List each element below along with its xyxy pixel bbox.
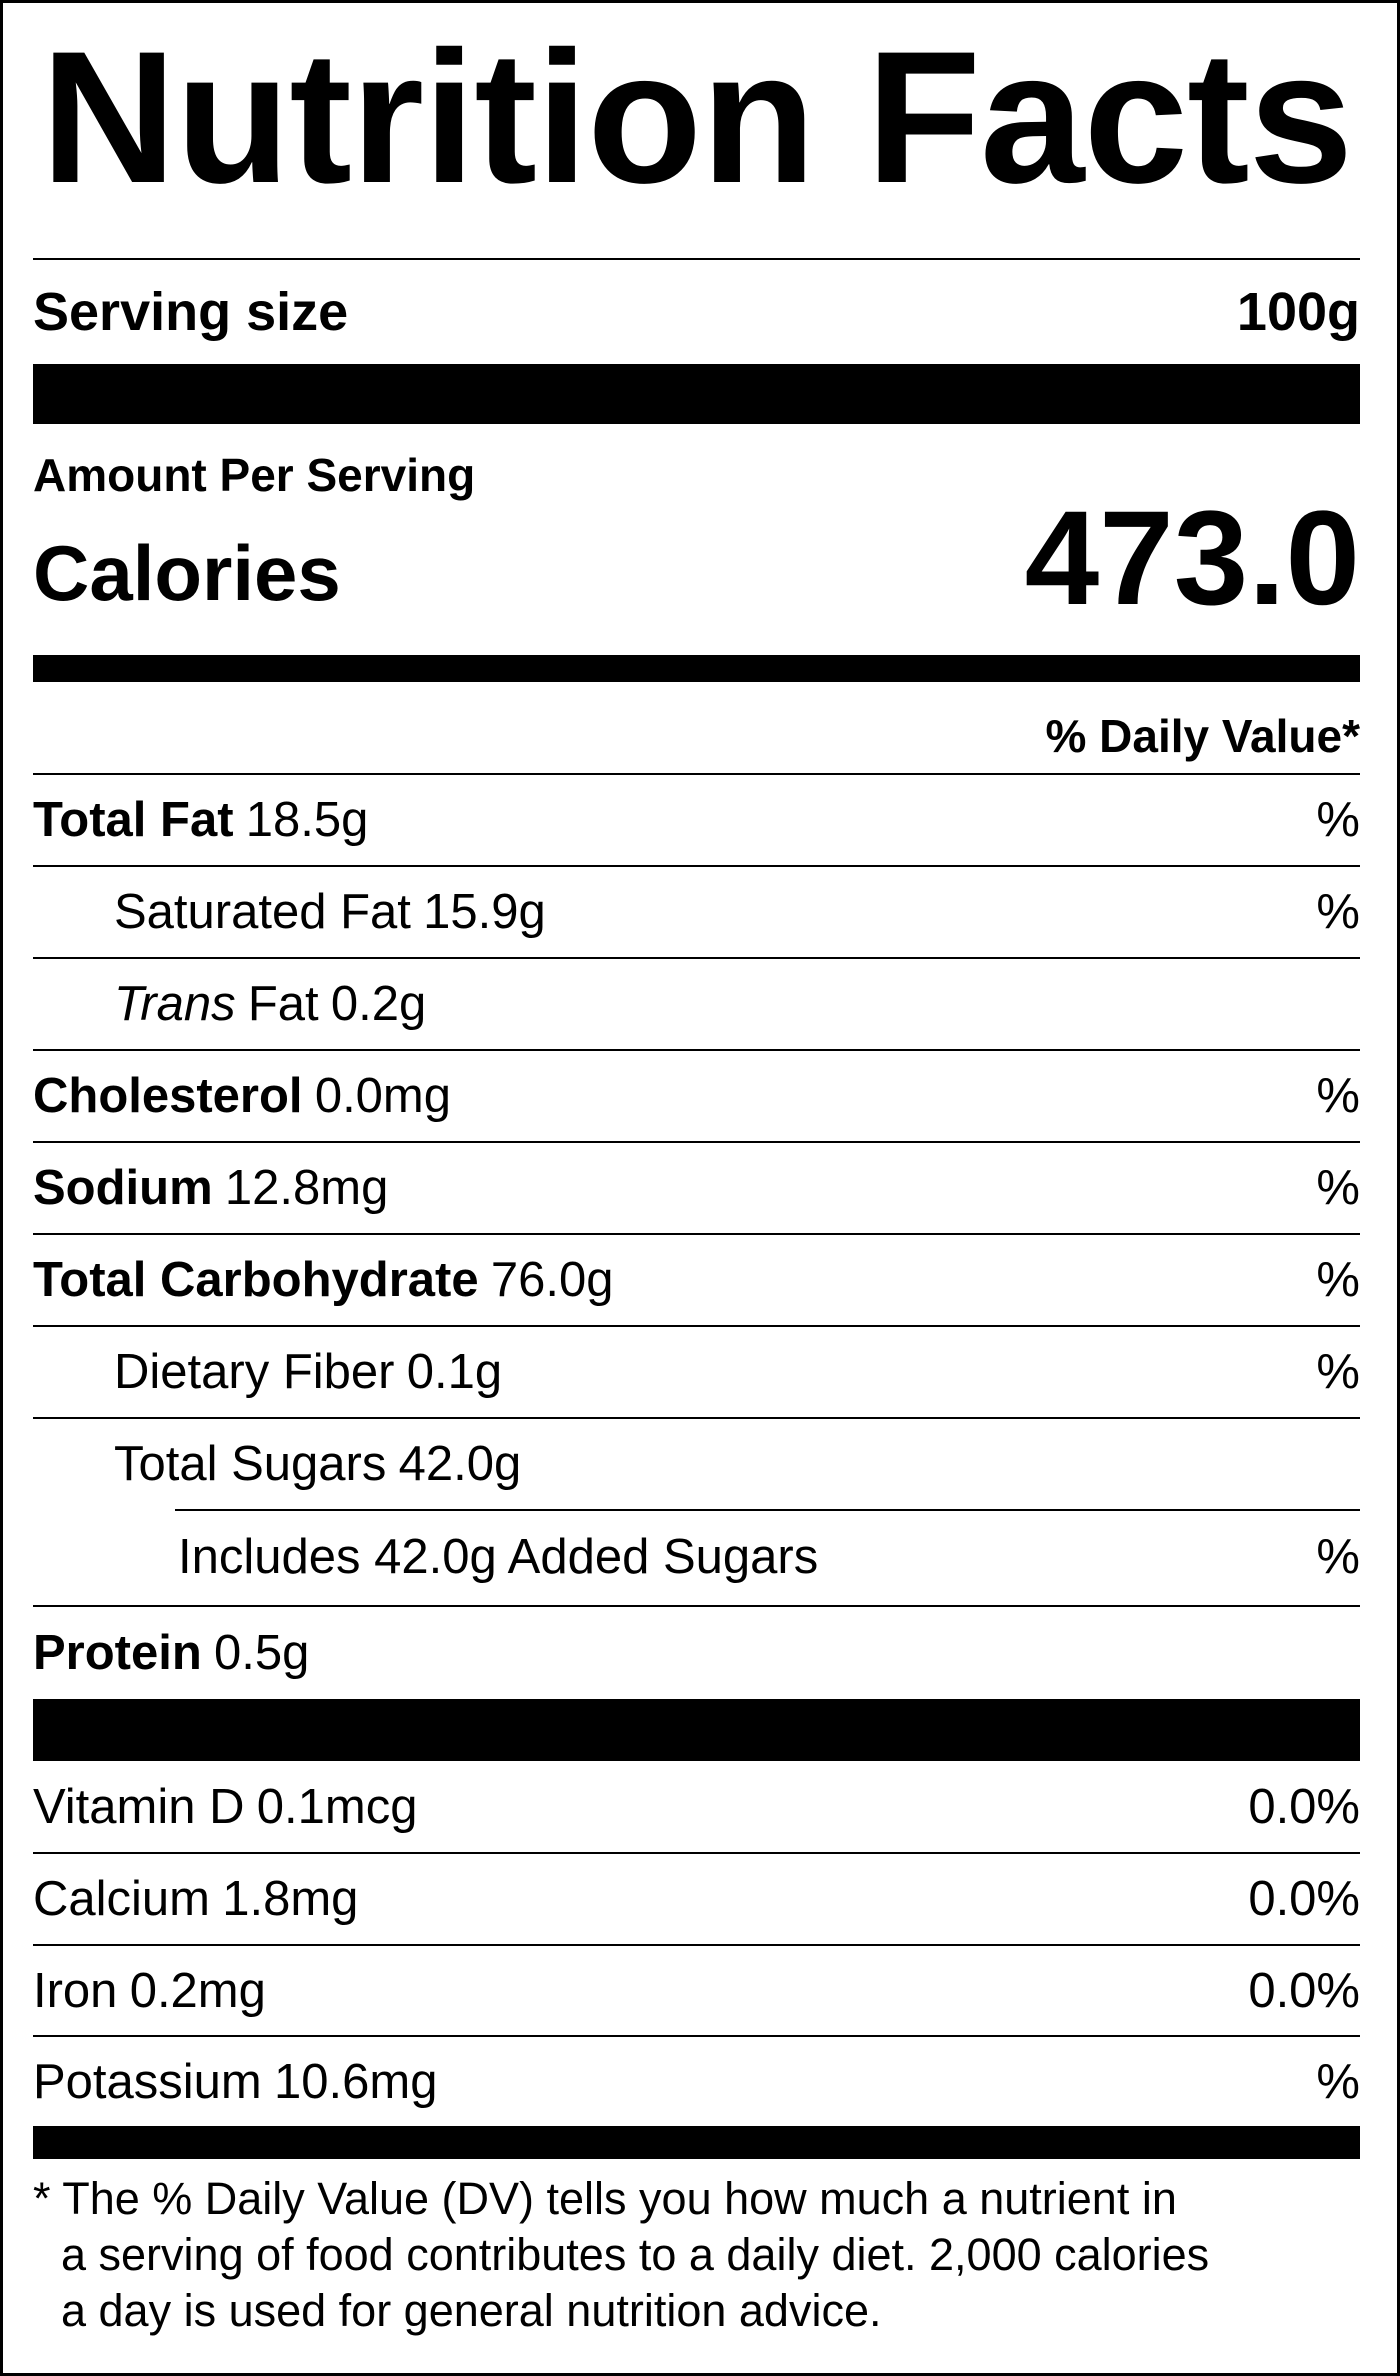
vitamin-dv: 0.0% xyxy=(1248,1872,1360,1926)
calories-label: Calories xyxy=(33,529,341,617)
vitamin-name: Calcium xyxy=(33,1872,210,1926)
nutrient-name-italic: Trans xyxy=(114,977,236,1031)
nutrient-name: Total Fat xyxy=(33,793,234,847)
nutrient-row: Includes 42.0g Added Sugars% xyxy=(33,1509,1360,1605)
footnote-line: a day is used for general nutrition advi… xyxy=(61,2285,882,2336)
nutrient-row: Trans Fat 0.2g xyxy=(33,957,1360,1049)
nutrient-row: Saturated Fat 15.9g% xyxy=(33,865,1360,957)
nutrient-name: Fat xyxy=(247,977,319,1031)
thick-bar xyxy=(33,364,1360,424)
nutrient-row: Dietary Fiber 0.1g% xyxy=(33,1325,1360,1417)
nutrient-name: Dietary Fiber xyxy=(114,1345,395,1399)
nutrient-row: Sodium 12.8mg% xyxy=(33,1141,1360,1233)
nutrient-name: Cholesterol xyxy=(33,1069,303,1123)
vitamin-dv: % xyxy=(1316,2054,1360,2109)
nutrient-name: Sodium xyxy=(33,1161,213,1215)
nutrient-dv: % xyxy=(1316,1253,1360,1307)
nutrient-name: Protein xyxy=(33,1626,202,1680)
nutrient-row: Total Carbohydrate 76.0g% xyxy=(33,1233,1360,1325)
amount-per-serving: Amount Per Serving xyxy=(33,449,476,501)
vitamin-row: Calcium 1.8mg 0.0% xyxy=(33,1852,1360,1944)
nutrient-amount: 0.0mg xyxy=(314,1069,451,1123)
nutrient-row: Protein 0.5g xyxy=(33,1605,1360,1699)
daily-value-header: % Daily Value* xyxy=(1045,710,1361,762)
nutrient-row: Total Sugars 42.0g xyxy=(33,1417,1360,1509)
serving-row: Serving size 100g xyxy=(33,258,1360,364)
footnote: * The % Daily Value (DV) tells you how m… xyxy=(33,2159,1360,2339)
vitamin-name: Potassium xyxy=(33,2054,262,2109)
nutrient-amount: 18.5g xyxy=(245,793,369,847)
thick-bar xyxy=(33,2126,1360,2159)
label-content: Nutrition Facts Serving size 100g Amount… xyxy=(33,3,1360,2339)
vitamin-row: Potassium 10.6mg% xyxy=(33,2035,1360,2126)
nutrient-dv: % xyxy=(1316,1530,1360,1584)
nutrient-name: Total Sugars xyxy=(114,1437,387,1491)
vitamin-dv: 0.0% xyxy=(1248,1779,1360,1834)
nutrient-dv: % xyxy=(1316,1069,1360,1123)
title: Nutrition Facts xyxy=(40,12,1353,222)
vitamin-row: Vitamin D 0.1mcg 0.0% xyxy=(33,1761,1360,1852)
vitamin-name: Vitamin D xyxy=(33,1779,245,1834)
nutrient-amount: 42.0g xyxy=(398,1437,522,1491)
footnote-line: * The % Daily Value (DV) tells you how m… xyxy=(33,2173,1177,2224)
footnote-line: a serving of food contributes to a daily… xyxy=(61,2229,1210,2280)
vitamin-amount: 1.8mg xyxy=(222,1872,359,1926)
nutrient-amount: 15.9g xyxy=(423,885,546,939)
nutrient-amount: 0.1g xyxy=(406,1345,503,1399)
calories-block: Amount Per Serving Calories 473.0 xyxy=(33,424,1360,655)
vitamin-amount: 10.6mg xyxy=(274,2054,438,2109)
calories-value: 473.0 xyxy=(1024,484,1360,633)
thick-bar xyxy=(33,1699,1360,1761)
nutrient-amount: 0.2g xyxy=(330,977,427,1031)
nutrient-name: Total Carbohydrate xyxy=(33,1253,479,1307)
nutrient-row: Total Fat 18.5g% xyxy=(33,773,1360,865)
serving-label: Serving size xyxy=(33,282,349,342)
nutrient-row: Cholesterol 0.0mg% xyxy=(33,1049,1360,1141)
nutrient-dv: % xyxy=(1316,1161,1360,1215)
vitamin-row: Iron 0.2mg 0.0% xyxy=(33,1944,1360,2035)
vitamin-dv: 0.0% xyxy=(1248,1963,1360,2018)
vitamin-amount: 0.1mcg xyxy=(256,1779,418,1834)
nutrient-amount: 12.8mg xyxy=(224,1161,389,1215)
thick-bar xyxy=(33,655,1360,682)
nutrient-dv: % xyxy=(1316,793,1360,847)
nutrient-name: Includes 42.0g Added Sugars xyxy=(178,1530,819,1584)
nutrient-amount: 0.5g xyxy=(214,1626,310,1680)
vitamin-name: Iron xyxy=(33,1963,118,2018)
serving-value: 100g xyxy=(1236,282,1360,342)
nutrient-dv: % xyxy=(1316,885,1360,939)
nutrient-amount: 76.0g xyxy=(490,1253,614,1307)
nutrient-dv: % xyxy=(1316,1345,1360,1399)
nutrient-name: Saturated Fat xyxy=(114,885,411,939)
vitamin-amount: 0.2mg xyxy=(129,1963,266,2018)
